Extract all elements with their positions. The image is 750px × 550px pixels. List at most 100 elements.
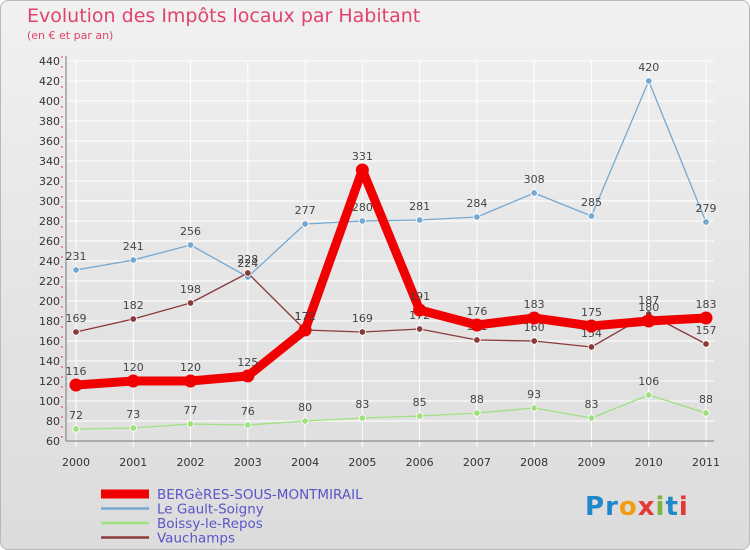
y-tick-label: 320 bbox=[39, 175, 60, 188]
data-point bbox=[415, 325, 424, 333]
data-label: 183 bbox=[696, 298, 717, 311]
y-tick-label: 300 bbox=[39, 195, 60, 208]
x-tick-label: 2002 bbox=[177, 456, 205, 469]
data-point bbox=[244, 421, 252, 429]
data-label: 85 bbox=[413, 396, 427, 409]
series-line bbox=[75, 394, 707, 430]
data-point bbox=[298, 323, 312, 337]
y-tick-label: 440 bbox=[39, 55, 60, 68]
data-label: 120 bbox=[180, 361, 201, 374]
data-label: 157 bbox=[696, 324, 717, 337]
data-point bbox=[473, 409, 481, 417]
data-label: 191 bbox=[409, 290, 430, 303]
data-point bbox=[358, 328, 367, 336]
data-point bbox=[186, 420, 195, 428]
x-tick-label: 2006 bbox=[406, 456, 434, 469]
x-tick-label: 2010 bbox=[635, 456, 663, 469]
data-point bbox=[129, 424, 137, 432]
y-tick-label: 80 bbox=[46, 415, 60, 428]
data-label: 73 bbox=[126, 408, 140, 421]
data-point bbox=[587, 212, 596, 220]
data-label: 176 bbox=[466, 305, 487, 318]
y-tick-label: 240 bbox=[39, 255, 60, 268]
data-label: 83 bbox=[355, 398, 369, 411]
y-tick-label: 420 bbox=[39, 75, 60, 88]
series-1: 231 241 256 224 277 280 281 284 308 285 420 279 bbox=[66, 61, 717, 281]
series-line bbox=[75, 80, 707, 278]
data-label: 277 bbox=[295, 204, 316, 217]
legend-label: BERGèRES-SOUS-MONTMIRAIL bbox=[157, 487, 363, 503]
data-point bbox=[301, 220, 309, 228]
data-point bbox=[358, 414, 367, 422]
data-point bbox=[415, 216, 424, 224]
data-label: 120 bbox=[123, 361, 144, 374]
x-tick-label: 2007 bbox=[463, 456, 491, 469]
series-0: 116 120 120 125 171 331 191 176 183 175 180 183 bbox=[66, 150, 717, 392]
data-point bbox=[301, 417, 309, 425]
data-point bbox=[473, 213, 481, 221]
data-label: 308 bbox=[524, 173, 545, 186]
data-point bbox=[473, 336, 481, 344]
data-point bbox=[699, 311, 713, 325]
data-label: 281 bbox=[409, 200, 430, 213]
series-3: 169182198228171169172161160154187157 bbox=[66, 253, 717, 351]
data-label: 93 bbox=[527, 388, 541, 401]
data-point bbox=[186, 241, 195, 249]
data-label: 224 bbox=[237, 257, 258, 270]
data-point bbox=[642, 314, 656, 328]
logo-letter: P bbox=[585, 492, 606, 522]
data-label: 284 bbox=[466, 197, 487, 210]
data-point bbox=[241, 369, 255, 383]
data-point bbox=[72, 266, 80, 274]
logo-letter: t bbox=[665, 492, 679, 522]
data-label: 228 bbox=[237, 253, 258, 266]
data-point bbox=[530, 337, 538, 345]
data-point bbox=[72, 425, 80, 433]
data-point bbox=[527, 311, 541, 325]
data-label: 331 bbox=[352, 150, 373, 163]
legend-label: Le Gault-Soigny bbox=[157, 502, 264, 518]
y-tick-label: 160 bbox=[39, 335, 60, 348]
data-label: 154 bbox=[581, 327, 602, 340]
data-point bbox=[126, 374, 140, 388]
data-point bbox=[470, 318, 484, 332]
x-tick-label: 2000 bbox=[62, 456, 90, 469]
y-tick-label: 200 bbox=[39, 295, 60, 308]
y-tick-label: 360 bbox=[39, 135, 60, 148]
data-point bbox=[587, 343, 596, 351]
data-label: 72 bbox=[69, 409, 83, 422]
data-point bbox=[355, 163, 369, 177]
data-point bbox=[72, 328, 80, 336]
data-label: 83 bbox=[584, 398, 598, 411]
y-tick-label: 400 bbox=[39, 95, 60, 108]
data-point bbox=[530, 404, 538, 412]
data-point bbox=[530, 189, 538, 197]
data-point bbox=[702, 340, 710, 348]
data-label: 106 bbox=[638, 375, 659, 388]
y-tick-label: 380 bbox=[39, 115, 60, 128]
data-label: 169 bbox=[66, 312, 87, 325]
data-label: 231 bbox=[66, 250, 87, 263]
data-label: 280 bbox=[352, 201, 373, 214]
data-point bbox=[413, 303, 427, 317]
proxiti-logo: Proxiti bbox=[585, 492, 689, 522]
x-tick-label: 2009 bbox=[577, 456, 605, 469]
data-point bbox=[587, 414, 596, 422]
data-point bbox=[244, 269, 252, 277]
data-label: 182 bbox=[123, 299, 144, 312]
x-tick-label: 2003 bbox=[234, 456, 262, 469]
y-tick-label: 60 bbox=[46, 435, 60, 448]
x-tick-label: 2001 bbox=[119, 456, 147, 469]
data-label: 160 bbox=[524, 321, 545, 334]
data-point bbox=[129, 315, 137, 323]
data-label: 420 bbox=[638, 61, 659, 74]
data-point bbox=[584, 319, 598, 333]
data-label: 125 bbox=[237, 356, 258, 369]
data-point bbox=[358, 217, 367, 225]
data-point bbox=[69, 378, 83, 392]
data-point bbox=[645, 77, 653, 85]
data-label: 171 bbox=[295, 310, 316, 323]
data-label: 175 bbox=[581, 306, 602, 319]
